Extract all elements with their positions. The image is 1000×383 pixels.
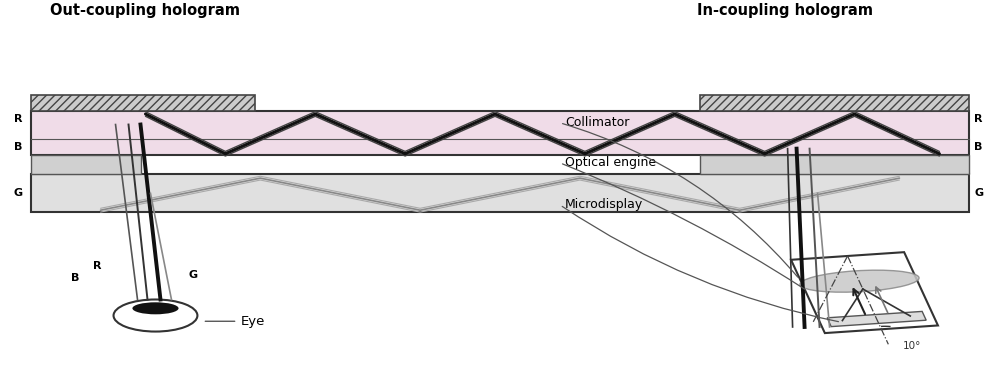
Polygon shape bbox=[791, 252, 938, 333]
Text: Eye: Eye bbox=[205, 315, 265, 328]
FancyBboxPatch shape bbox=[700, 155, 969, 174]
Text: Microdisplay: Microdisplay bbox=[565, 198, 643, 211]
FancyBboxPatch shape bbox=[31, 174, 969, 213]
Text: B: B bbox=[71, 273, 80, 283]
Polygon shape bbox=[827, 311, 926, 327]
Text: Out-coupling hologram: Out-coupling hologram bbox=[50, 3, 240, 18]
FancyBboxPatch shape bbox=[700, 95, 969, 111]
Text: G: G bbox=[974, 188, 983, 198]
Ellipse shape bbox=[132, 302, 179, 314]
Text: R: R bbox=[974, 114, 983, 124]
Text: 10°: 10° bbox=[903, 341, 921, 351]
Text: Optical engine: Optical engine bbox=[565, 156, 656, 169]
Text: Collimator: Collimator bbox=[565, 116, 629, 129]
Text: In-coupling hologram: In-coupling hologram bbox=[697, 3, 873, 18]
Text: R: R bbox=[93, 261, 102, 271]
Text: B: B bbox=[974, 142, 983, 152]
FancyBboxPatch shape bbox=[31, 95, 255, 111]
Ellipse shape bbox=[800, 270, 919, 292]
Text: B: B bbox=[14, 142, 23, 152]
Text: R: R bbox=[14, 114, 23, 124]
Text: G: G bbox=[14, 188, 23, 198]
FancyBboxPatch shape bbox=[31, 155, 141, 174]
FancyBboxPatch shape bbox=[31, 111, 969, 155]
Text: G: G bbox=[189, 270, 198, 280]
